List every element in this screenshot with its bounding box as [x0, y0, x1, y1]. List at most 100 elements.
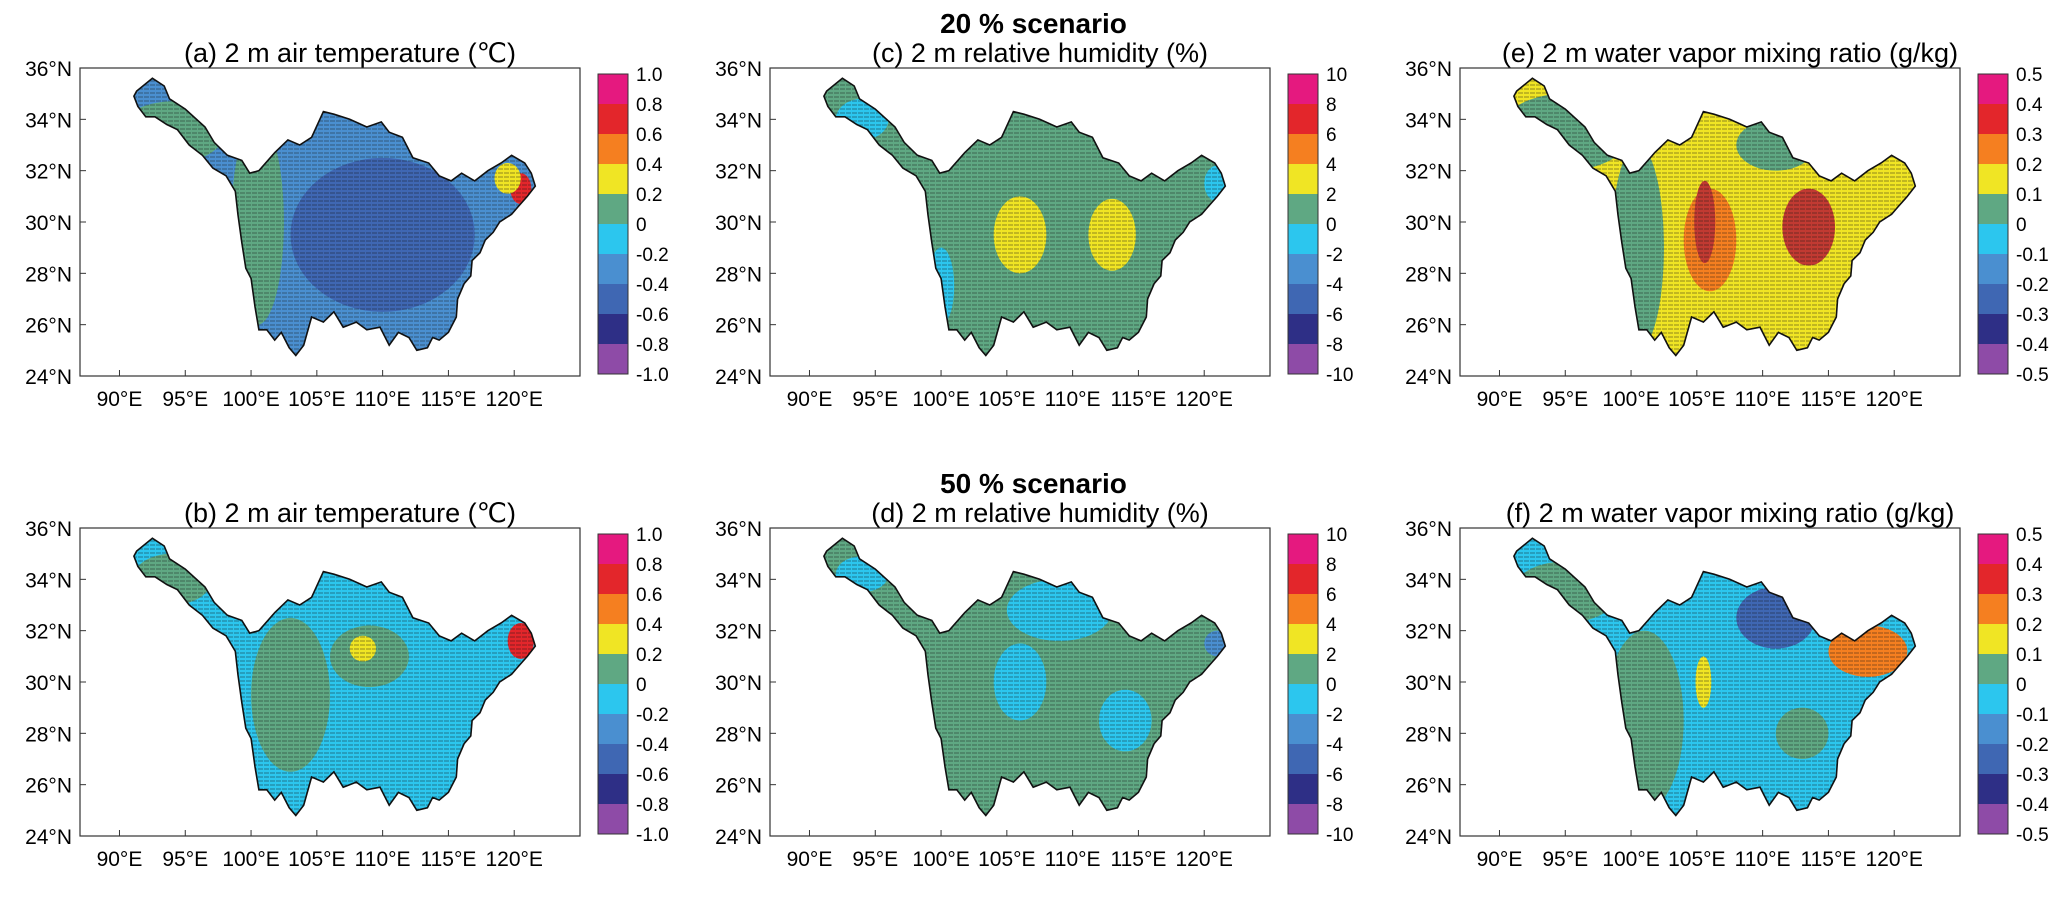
- colorbar-tick-label: -0.5: [2016, 365, 2049, 386]
- colorbar-segment: [598, 134, 628, 164]
- colorbar-segment: [598, 74, 628, 104]
- lat-tick-label: 30°N: [25, 672, 72, 695]
- colorbar-tick-label: 0.1: [2016, 645, 2042, 666]
- colorbar-tick-label: 2: [1326, 185, 1337, 206]
- colorbar-segment: [1978, 744, 2008, 774]
- lon-tick-label: 110°E: [1735, 388, 1791, 411]
- colorbar: 10 8 6 4 2 0 -2 -4 -6 -8 -10: [1287, 525, 1353, 846]
- colorbar-segment: [598, 684, 628, 714]
- lon-tick-label: 120°E: [1175, 848, 1232, 871]
- colorbar-tick-label: -2: [1326, 705, 1343, 726]
- lat-tick-label: 26°N: [25, 775, 72, 798]
- lon-tick-label: 100°E: [912, 848, 969, 871]
- lon-tick-label: 90°E: [787, 388, 833, 411]
- colorbar-tick-label: -8: [1326, 335, 1343, 356]
- lon-tick-label: 110°E: [1735, 848, 1791, 871]
- colorbar-tick-label: 0: [1326, 215, 1337, 236]
- lon-tick-label: 100°E: [1602, 848, 1659, 871]
- colorbar: 0.5 0.4 0.3 0.2 0.1 0 -0.1 -0.2 -0.3 -0.4 -0.5: [1977, 525, 2049, 846]
- lat-tick-label: 30°N: [715, 672, 762, 695]
- panel-title: (d) 2 m relative humidity (%): [871, 498, 1209, 528]
- colorbar-segment: [1978, 564, 2008, 594]
- colorbar-segment: [1288, 344, 1318, 374]
- colorbar-tick-label: -0.4: [2016, 795, 2049, 816]
- colorbar-tick-label: -0.4: [2016, 335, 2049, 356]
- colorbar-tick-label: 0.8: [636, 95, 662, 116]
- lat-tick-label: 32°N: [1405, 161, 1452, 184]
- colorbar-tick-label: -4: [1326, 275, 1343, 296]
- lat-tick-label: 24°N: [1405, 366, 1452, 389]
- lat-tick-label: 26°N: [25, 315, 72, 338]
- colorbar-tick-label: 6: [1326, 125, 1337, 146]
- lat-tick-label: 32°N: [715, 161, 762, 184]
- lon-tick-label: 115°E: [1110, 848, 1166, 871]
- colorbar-segment: [1288, 624, 1318, 654]
- lat-tick-label: 34°N: [715, 569, 762, 592]
- lon-tick-label: 120°E: [1865, 848, 1922, 871]
- colorbar-segment: [1288, 654, 1318, 684]
- colorbar-segment: [598, 804, 628, 834]
- lon-tick-label: 95°E: [162, 388, 208, 411]
- colorbar: 0.5 0.4 0.3 0.2 0.1 0 -0.1 -0.2 -0.3 -0.4 -0.5: [1977, 65, 2049, 386]
- colorbar-tick-label: 0.5: [2016, 65, 2042, 86]
- colorbar-tick-label: -0.2: [2016, 275, 2049, 296]
- colorbar-tick-label: 0.5: [2016, 525, 2042, 546]
- lat-tick-label: 34°N: [25, 109, 72, 132]
- colorbar-tick-label: 0.4: [636, 615, 663, 636]
- colorbar-tick-label: -0.2: [636, 245, 669, 266]
- colorbar-tick-label: 0.3: [2016, 125, 2042, 146]
- colorbar-tick-label: 6: [1326, 585, 1337, 606]
- lat-tick-label: 32°N: [25, 161, 72, 184]
- lat-tick-label: 26°N: [1405, 775, 1452, 798]
- colorbar-segment: [598, 224, 628, 254]
- colorbar-segment: [1288, 134, 1318, 164]
- lat-tick-label: 34°N: [715, 109, 762, 132]
- basin-outline: [1513, 77, 1917, 357]
- lon-tick-label: 115°E: [1800, 848, 1856, 871]
- lon-tick-label: 90°E: [787, 848, 833, 871]
- colorbar-segment: [598, 744, 628, 774]
- lon-tick-label: 90°E: [97, 388, 143, 411]
- colorbar-segment: [598, 194, 628, 224]
- colorbar-tick-label: -0.6: [636, 765, 669, 786]
- colorbar-segment: [1288, 804, 1318, 834]
- colorbar-tick-label: 0: [1326, 675, 1337, 696]
- lat-tick-label: 24°N: [715, 366, 762, 389]
- lat-tick-label: 28°N: [25, 723, 72, 746]
- scenario-title-50: 50 % scenario: [940, 468, 1127, 499]
- lon-tick-label: 105°E: [978, 848, 1035, 871]
- colorbar-tick-label: 0.1: [2016, 185, 2042, 206]
- colorbar-segment: [1978, 194, 2008, 224]
- lat-tick-label: 30°N: [1405, 212, 1452, 235]
- lat-tick-label: 24°N: [1405, 826, 1452, 849]
- basin-outline: [823, 537, 1227, 817]
- lat-tick-label: 26°N: [715, 315, 762, 338]
- lat-tick-label: 26°N: [1405, 315, 1452, 338]
- colorbar-segment: [1288, 714, 1318, 744]
- map-svg-c: (c) 2 m relative humidity (%) 36°N 34°N 32°…: [715, 38, 1353, 411]
- colorbar-tick-label: 0.4: [636, 155, 663, 176]
- map-panel-a: (a) 2 m air temperature (℃) 36°N 34°N 32°N 3…: [0, 0, 680, 411]
- lat-tick-label: 34°N: [1405, 569, 1452, 592]
- colorbar-segment: [598, 774, 628, 804]
- lat-tick-label: 30°N: [1405, 672, 1452, 695]
- colorbar-segment: [1978, 314, 2008, 344]
- map-panel-f: (f) 2 m water vapor mixing ratio (g/kg) 3…: [1380, 460, 2060, 871]
- lat-tick-label: 28°N: [25, 263, 72, 286]
- colorbar-segment: [1978, 624, 2008, 654]
- lat-tick-label: 28°N: [1405, 263, 1452, 286]
- lon-tick-label: 110°E: [355, 388, 411, 411]
- colorbar-segment: [1288, 314, 1318, 344]
- colorbar-segment: [1978, 164, 2008, 194]
- map-svg-d: (d) 2 m relative humidity (%) 36°N 34°N 32°…: [715, 498, 1353, 871]
- basin-outline: [133, 537, 537, 817]
- map-svg-e: (e) 2 m water vapor mixing ratio (g/kg) 3…: [1405, 38, 2049, 411]
- colorbar-tick-label: 0: [2016, 215, 2027, 236]
- lat-tick-label: 36°N: [25, 518, 72, 541]
- colorbar-segment: [598, 104, 628, 134]
- panel-title: (f) 2 m water vapor mixing ratio (g/kg): [1506, 498, 1955, 528]
- lon-tick-label: 100°E: [912, 388, 969, 411]
- lat-tick-label: 28°N: [715, 723, 762, 746]
- colorbar-segment: [1288, 194, 1318, 224]
- scenario-title-20: 20 % scenario: [940, 8, 1127, 39]
